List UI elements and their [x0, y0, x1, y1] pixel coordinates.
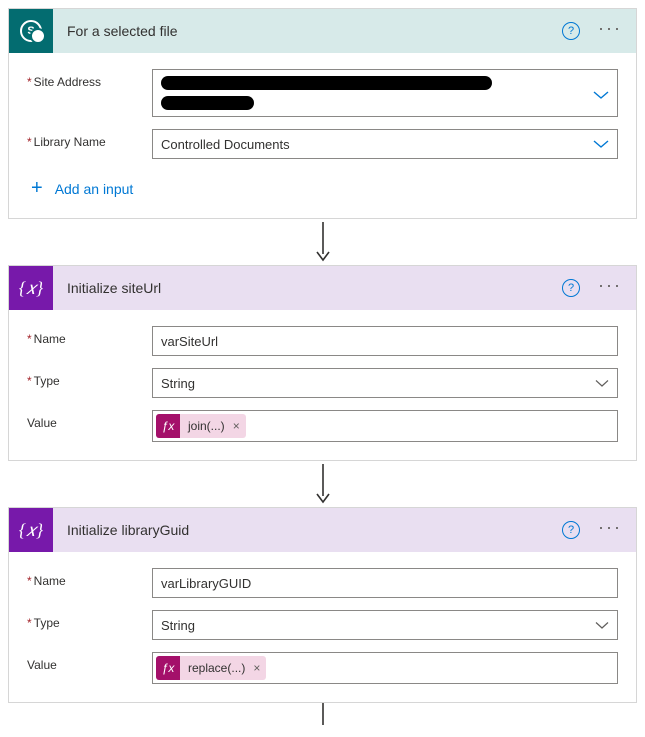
type-label: *Type — [27, 610, 152, 630]
fx-icon: ƒx — [156, 656, 180, 680]
type-value: String — [161, 376, 195, 391]
site-address-row: *Site Address — [27, 69, 618, 117]
name-label: *Name — [27, 326, 152, 346]
more-menu-button[interactable]: ··· — [594, 19, 626, 43]
action-card-libraryguid: {𝑥} Initialize libraryGuid ? ··· *Name v… — [8, 507, 637, 703]
name-row: *Name varSiteUrl — [27, 326, 618, 356]
library-name-label: *Library Name — [27, 129, 152, 149]
value-field[interactable]: ƒx join(...) × — [152, 410, 618, 442]
library-name-value: Controlled Documents — [161, 137, 290, 152]
chevron-down-icon[interactable] — [585, 87, 609, 103]
type-label: *Type — [27, 368, 152, 388]
help-icon[interactable]: ? — [562, 279, 580, 297]
more-menu-button[interactable]: ··· — [594, 518, 626, 542]
action-siteurl-body: *Name varSiteUrl *Type String Value ƒx j… — [9, 310, 636, 460]
library-name-field[interactable]: Controlled Documents — [152, 129, 618, 159]
value-row: Value ƒx join(...) × — [27, 410, 618, 442]
type-field[interactable]: String — [152, 368, 618, 398]
action-card-libraryguid-header[interactable]: {𝑥} Initialize libraryGuid ? ··· — [9, 508, 636, 552]
value-label: Value — [27, 410, 152, 430]
name-label: *Name — [27, 568, 152, 588]
trigger-title: For a selected file — [53, 23, 562, 39]
trigger-card-header[interactable]: S For a selected file ? ··· — [9, 9, 636, 53]
add-input-button[interactable]: + Add an input — [27, 177, 618, 200]
type-value: String — [161, 618, 195, 633]
chevron-down-icon[interactable] — [587, 617, 609, 633]
expression-text: replace(...) — [188, 661, 245, 675]
action-libraryguid-title: Initialize libraryGuid — [53, 522, 562, 538]
site-address-field[interactable] — [152, 69, 618, 117]
close-icon[interactable]: × — [253, 661, 260, 675]
chevron-down-icon[interactable] — [585, 136, 609, 152]
trigger-card: S For a selected file ? ··· *Site Addres… — [8, 8, 637, 219]
type-field[interactable]: String — [152, 610, 618, 640]
expression-text: join(...) — [188, 419, 225, 433]
name-row: *Name varLibraryGUID — [27, 568, 618, 598]
site-address-label: *Site Address — [27, 69, 152, 89]
value-row: Value ƒx replace(...) × — [27, 652, 618, 684]
fx-icon: ƒx — [156, 414, 180, 438]
type-row: *Type String — [27, 368, 618, 398]
close-icon[interactable]: × — [233, 419, 240, 433]
site-address-redacted — [161, 76, 585, 110]
expression-token[interactable]: ƒx join(...) × — [156, 414, 246, 438]
add-input-label: Add an input — [55, 181, 134, 197]
trigger-card-body: *Site Address *Library Name Controlled D… — [9, 53, 636, 218]
name-field[interactable]: varLibraryGUID — [152, 568, 618, 598]
action-libraryguid-body: *Name varLibraryGUID *Type String Value … — [9, 552, 636, 702]
plus-icon: + — [31, 177, 43, 200]
chevron-down-icon[interactable] — [587, 375, 609, 391]
action-card-siteurl: {𝑥} Initialize siteUrl ? ··· *Name varSi… — [8, 265, 637, 461]
value-label: Value — [27, 652, 152, 672]
action-card-siteurl-header[interactable]: {𝑥} Initialize siteUrl ? ··· — [9, 266, 636, 310]
name-value: varSiteUrl — [161, 334, 218, 349]
expression-token[interactable]: ƒx replace(...) × — [156, 656, 266, 680]
name-value: varLibraryGUID — [161, 576, 251, 591]
variable-icon: {𝑥} — [9, 266, 53, 310]
sharepoint-icon: S — [9, 9, 53, 53]
action-siteurl-title: Initialize siteUrl — [53, 280, 562, 296]
help-icon[interactable]: ? — [562, 22, 580, 40]
flow-arrow — [8, 461, 637, 507]
library-name-row: *Library Name Controlled Documents — [27, 129, 618, 159]
variable-icon: {𝑥} — [9, 508, 53, 552]
type-row: *Type String — [27, 610, 618, 640]
flow-arrow — [8, 703, 637, 729]
help-icon[interactable]: ? — [562, 521, 580, 539]
flow-arrow — [8, 219, 637, 265]
more-menu-button[interactable]: ··· — [594, 276, 626, 300]
name-field[interactable]: varSiteUrl — [152, 326, 618, 356]
value-field[interactable]: ƒx replace(...) × — [152, 652, 618, 684]
